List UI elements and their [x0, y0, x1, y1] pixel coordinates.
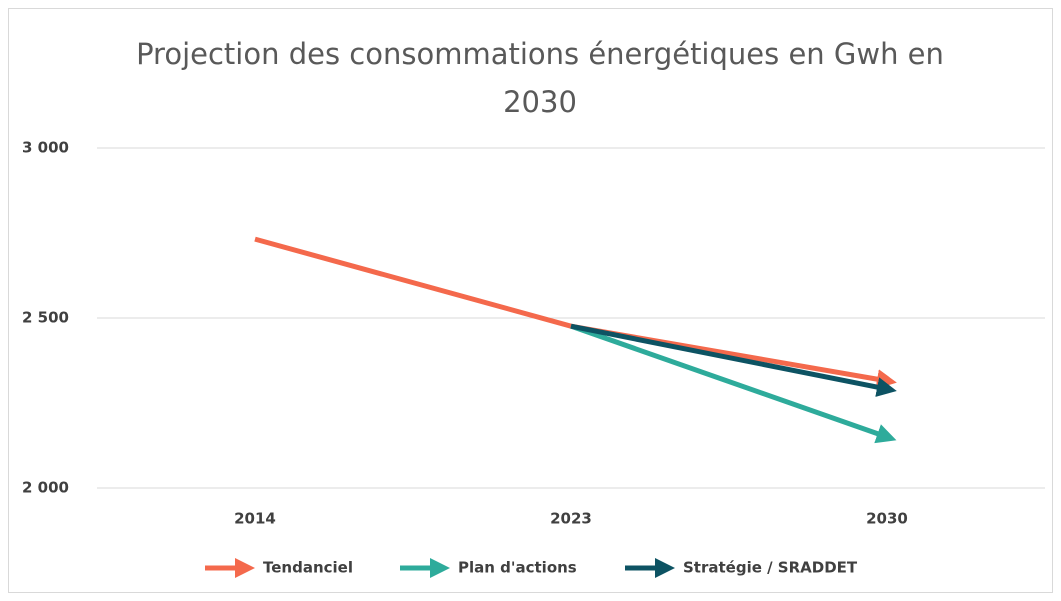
- y-tick-label: 3 000: [22, 139, 69, 157]
- x-tick-label: 2023: [550, 510, 592, 528]
- legend-label: Tendanciel: [263, 559, 353, 577]
- series-line: [254, 236, 897, 390]
- series-line: [570, 323, 897, 444]
- chart-title: Projection des consommations énergétique…: [136, 37, 944, 119]
- y-tick-label: 2 000: [22, 479, 69, 497]
- series-line: [570, 323, 897, 397]
- legend-label: Plan d'actions: [458, 559, 577, 577]
- y-tick-label: 2 500: [22, 309, 69, 327]
- x-tick-label: 2030: [866, 510, 908, 528]
- legend-label: Stratégie / SRADDET: [683, 559, 858, 577]
- chart-frame: [8, 8, 1053, 593]
- x-tick-label: 2014: [234, 510, 276, 528]
